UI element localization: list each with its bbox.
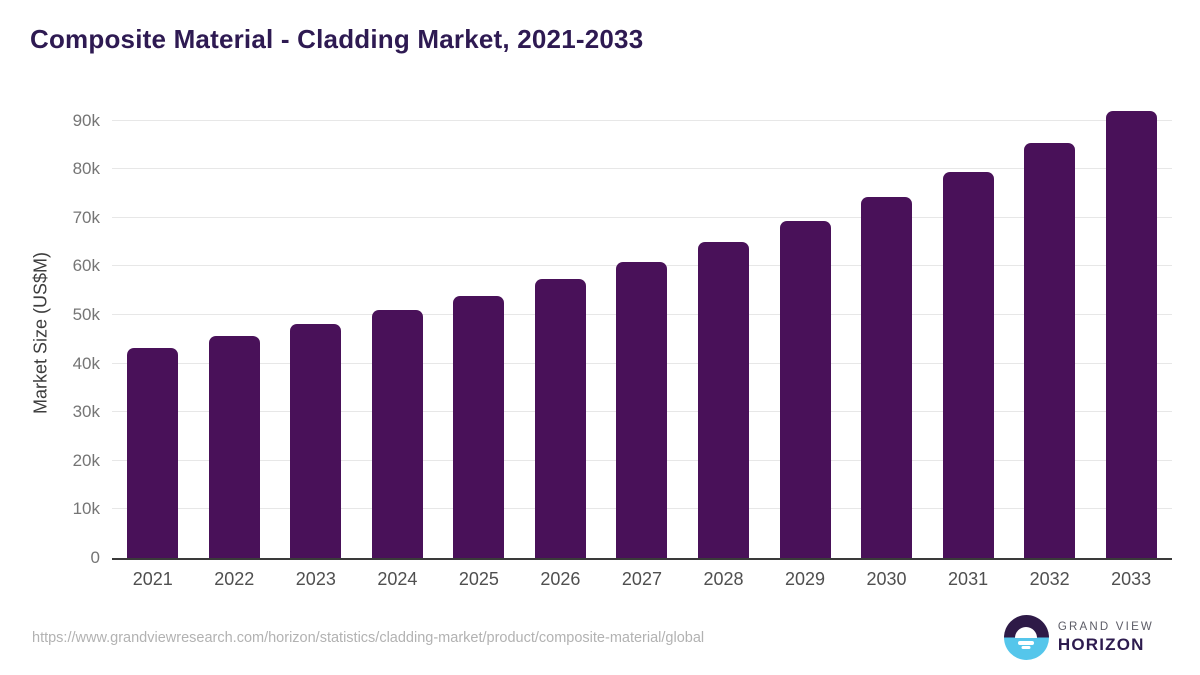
bar-2022[interactable] — [208, 335, 260, 558]
logo-brand-line2: HORIZON — [1057, 634, 1145, 654]
x-tick-label-2033: 2033 — [1111, 569, 1152, 589]
reflection-line-icon — [1018, 640, 1035, 645]
bar-slot — [927, 108, 1009, 558]
x-tick-label-2028: 2028 — [703, 569, 744, 589]
bar-2025[interactable] — [453, 296, 505, 558]
bar-2028[interactable] — [697, 242, 749, 558]
x-tick-label-2021: 2021 — [132, 569, 173, 589]
x-tick-label-2032: 2032 — [1029, 569, 1070, 589]
brand-logo: GRAND VIEW HORIZON — [1003, 615, 1154, 660]
bar-2030[interactable] — [861, 196, 913, 558]
x-tick-label-2030: 2030 — [866, 569, 907, 589]
bar-slot — [275, 108, 357, 558]
bar-slot — [194, 108, 276, 558]
y-tick-label-40k: 40k — [72, 353, 100, 373]
x-tick-label-2027: 2027 — [621, 569, 662, 589]
bar-2021[interactable] — [127, 348, 179, 558]
y-tick-label-0: 0 — [90, 548, 100, 567]
chart-title: Composite Material - Cladding Market, 20… — [30, 24, 644, 54]
bar-2027[interactable] — [616, 261, 668, 558]
bar-2032[interactable] — [1024, 143, 1076, 558]
bar-2031[interactable] — [942, 172, 994, 558]
bar-2023[interactable] — [290, 324, 342, 558]
x-tick-label-2031: 2031 — [948, 569, 989, 589]
bar-slot — [1009, 108, 1091, 558]
bar-slot — [112, 108, 194, 558]
x-tick-label-2029: 2029 — [784, 569, 826, 589]
x-tick-label-2023: 2023 — [295, 569, 336, 589]
plot-area — [112, 108, 1172, 560]
logo-brand-line1: GRAND VIEW — [1057, 620, 1154, 633]
bar-slot — [1090, 108, 1172, 558]
gridline — [112, 119, 1172, 121]
bar-slot — [438, 108, 520, 558]
bar-slot — [683, 108, 765, 558]
y-tick-label-90k: 90k — [72, 110, 100, 130]
bar-series — [112, 108, 1172, 558]
horizon-sun-icon — [1003, 615, 1049, 660]
logo-wordmark: GRAND VIEW HORIZON — [1058, 621, 1154, 655]
bar-2024[interactable] — [371, 310, 423, 558]
sun-dome-shape — [1015, 626, 1038, 638]
gridline — [112, 216, 1172, 218]
bar-slot — [601, 108, 683, 558]
x-tick-label-2022: 2022 — [214, 569, 255, 589]
y-tick-label-50k: 50k — [72, 305, 100, 325]
source-url: https://www.grandviewresearch.com/horizo… — [32, 630, 705, 646]
bar-slot — [764, 108, 846, 558]
gridline — [112, 168, 1172, 170]
bar-slot — [357, 108, 439, 558]
y-axis-ticks: 0 10k 20k 30k 40k 50k 60k 70k 80k 90k — [0, 108, 100, 567]
x-tick-label-2025: 2025 — [458, 569, 499, 589]
bar-slot — [846, 108, 928, 558]
y-tick-label-80k: 80k — [72, 159, 100, 179]
x-axis-labels: 2021 2022 2023 2024 2025 2026 2027 2028 2029 2030… — [112, 569, 1172, 590]
bar-slot — [520, 108, 602, 558]
bar-2029[interactable] — [779, 220, 831, 558]
reflection-line-icon — [1021, 646, 1031, 650]
y-tick-label-30k: 30k — [72, 402, 100, 422]
bar-2026[interactable] — [534, 279, 586, 558]
x-tick-label-2026: 2026 — [540, 569, 581, 589]
footer: https://www.grandviewresearch.com/horizo… — [0, 607, 1200, 675]
y-tick-label-70k: 70k — [72, 207, 100, 227]
x-tick-label-2024: 2024 — [377, 569, 418, 589]
y-tick-label-20k: 20k — [72, 450, 100, 470]
bar-2033[interactable] — [1105, 111, 1157, 558]
y-tick-label-60k: 60k — [72, 256, 100, 276]
y-tick-label-10k: 10k — [72, 499, 100, 519]
